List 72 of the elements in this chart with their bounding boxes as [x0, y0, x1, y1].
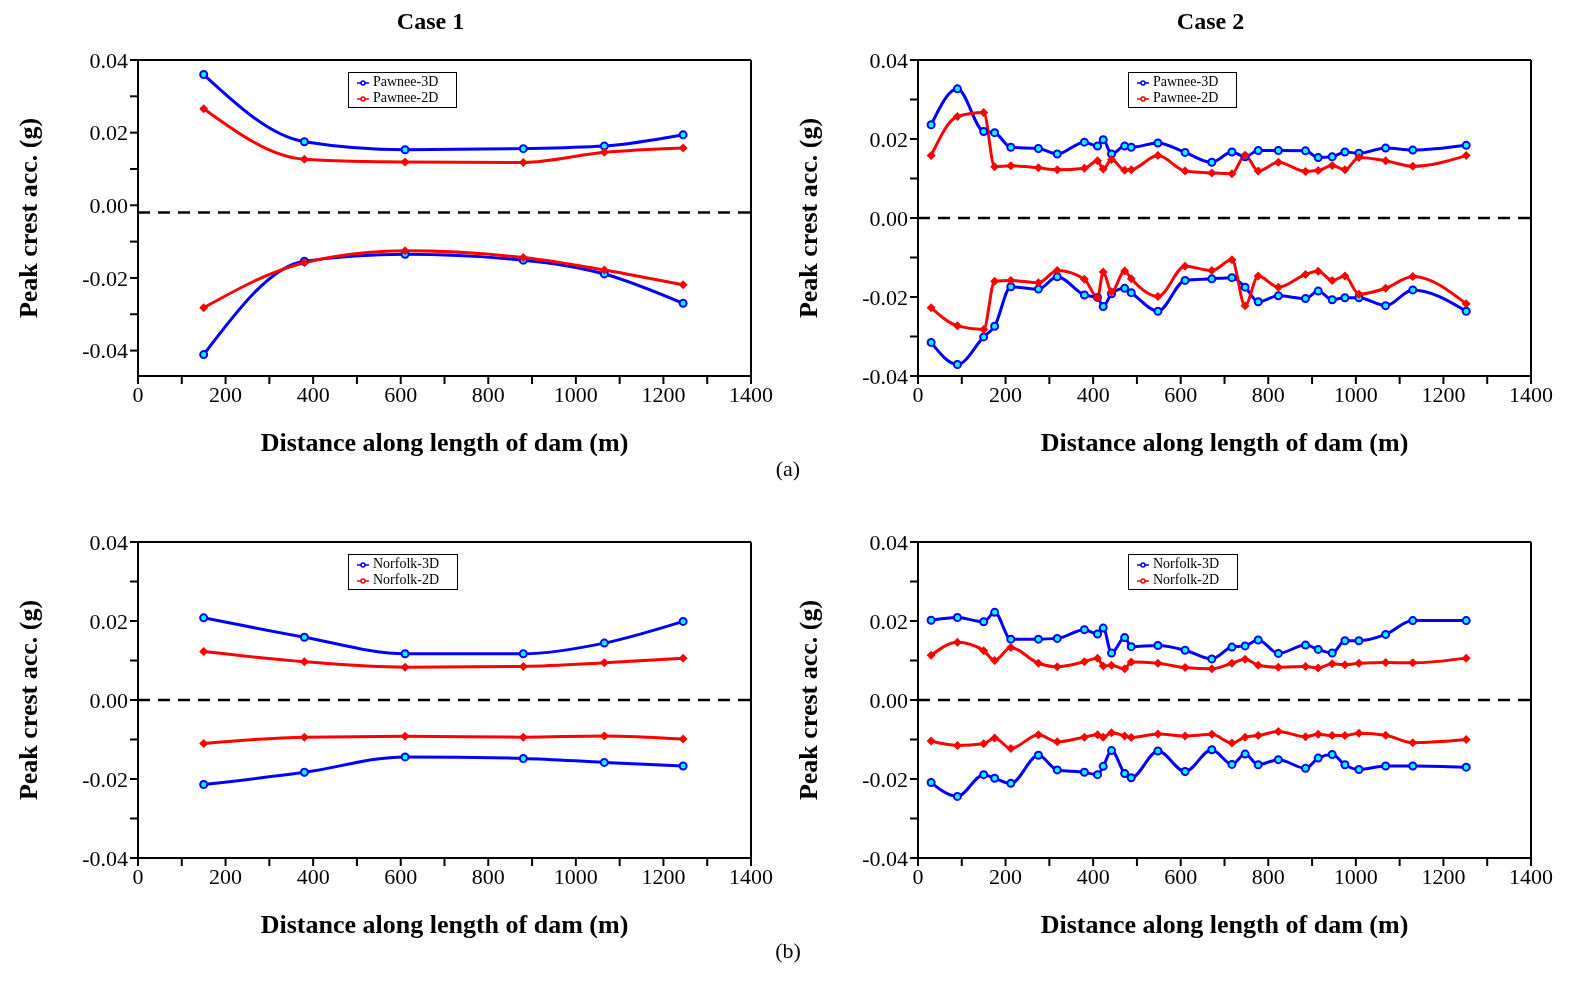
- x-tick-label: 400: [296, 863, 330, 889]
- x-tick-label: 800: [1251, 381, 1285, 407]
- y-tick-label: 0.02: [89, 120, 128, 146]
- legend-label: Norfolk-2D: [373, 572, 440, 587]
- x-tick-label: 1400: [1509, 381, 1553, 407]
- x-tick-label: 1000: [553, 863, 598, 889]
- x-tick-label: 400: [1076, 381, 1110, 407]
- x-tick-label: 0: [912, 863, 924, 889]
- x-tick-label: 600: [384, 863, 418, 889]
- y-tick-label: -0.04: [82, 845, 128, 871]
- y-tick-label: 0.02: [89, 608, 128, 634]
- x-tick-label: 200: [989, 381, 1023, 407]
- y-tick-label: 0.02: [869, 608, 908, 634]
- legend-label: Norfolk-3D: [1153, 556, 1220, 571]
- x-tick-label: 600: [1164, 381, 1198, 407]
- chart-title: Case 1: [396, 8, 465, 34]
- x-axis-title: Distance along length of dam (m): [1040, 910, 1409, 939]
- chart-title: Case 2: [1176, 8, 1245, 34]
- x-tick-label: 1200: [1421, 863, 1466, 889]
- y-tick-label: 0.04: [89, 529, 128, 555]
- legend-label: Pawnee-3D: [1153, 74, 1219, 89]
- y-tick-label: 0.00: [869, 687, 908, 713]
- x-tick-label: 1200: [641, 863, 686, 889]
- legend-label: Pawnee-2D: [1153, 90, 1219, 105]
- y-tick-label: -0.02: [862, 284, 908, 310]
- text: (a): [775, 456, 801, 481]
- text: (b): [775, 938, 801, 963]
- x-tick-label: 1000: [553, 381, 598, 407]
- y-tick-label: -0.02: [82, 766, 128, 792]
- x-tick-label: 200: [209, 863, 243, 889]
- y-tick-label: -0.04: [862, 363, 908, 389]
- y-tick-label: 0.02: [869, 126, 908, 152]
- x-tick-label: 400: [1076, 863, 1110, 889]
- x-tick-label: 800: [471, 381, 505, 407]
- legend-label: Norfolk-2D: [1153, 572, 1220, 587]
- legend-label: Pawnee-3D: [373, 74, 439, 89]
- x-tick-label: 1000: [1333, 381, 1378, 407]
- y-tick-label: -0.04: [82, 338, 128, 364]
- legend-label: Norfolk-3D: [373, 556, 440, 571]
- y-axis-title: Peak crest acc. (g): [794, 117, 824, 319]
- x-tick-label: 1400: [729, 863, 773, 889]
- x-tick-label: 1000: [1333, 863, 1378, 889]
- y-axis-title: Peak crest acc. (g): [794, 599, 824, 801]
- x-axis-title: Distance along length of dam (m): [260, 428, 629, 457]
- x-tick-label: 400: [296, 381, 330, 407]
- x-tick-label: 1200: [641, 381, 686, 407]
- y-tick-label: -0.02: [862, 766, 908, 792]
- x-tick-label: 600: [384, 381, 418, 407]
- x-tick-label: 200: [989, 863, 1023, 889]
- legend-label: Pawnee-2D: [373, 90, 439, 105]
- y-tick-label: 0.00: [89, 193, 128, 219]
- x-tick-label: 0: [132, 381, 144, 407]
- y-axis-title: Peak crest acc. (g): [14, 117, 44, 319]
- x-tick-label: 0: [132, 863, 144, 889]
- x-tick-label: 600: [1164, 863, 1198, 889]
- y-tick-label: 0.00: [89, 687, 128, 713]
- y-tick-label: -0.02: [82, 265, 128, 291]
- x-tick-label: 1400: [1509, 863, 1553, 889]
- y-tick-label: 0.04: [869, 47, 908, 73]
- x-tick-label: 800: [471, 863, 505, 889]
- x-tick-label: 800: [1251, 863, 1285, 889]
- y-tick-label: 0.04: [89, 47, 128, 73]
- x-tick-label: 0: [912, 381, 924, 407]
- x-tick-label: 1400: [729, 381, 773, 407]
- x-axis-title: Distance along length of dam (m): [260, 910, 629, 939]
- y-tick-label: 0.04: [869, 529, 908, 555]
- x-tick-label: 200: [209, 381, 243, 407]
- y-axis-title: Peak crest acc. (g): [14, 599, 44, 801]
- y-tick-label: 0.00: [869, 205, 908, 231]
- y-tick-label: -0.04: [862, 845, 908, 871]
- x-axis-title: Distance along length of dam (m): [1040, 428, 1409, 457]
- x-tick-label: 1200: [1421, 381, 1466, 407]
